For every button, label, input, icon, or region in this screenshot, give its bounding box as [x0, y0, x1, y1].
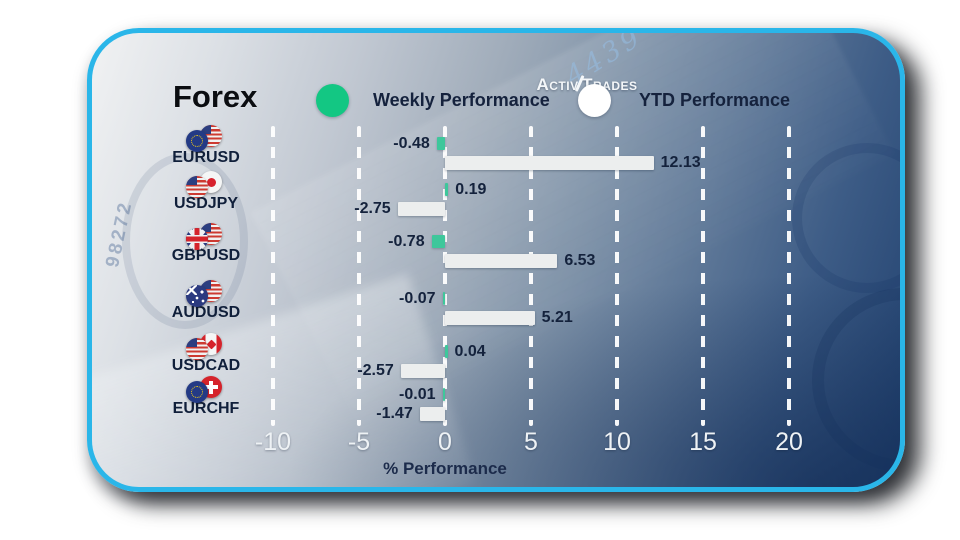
decor-portrait-oval: [122, 153, 248, 329]
legend-weekly-label: Weekly Performance: [373, 90, 550, 110]
logo-text-left: Activ: [536, 75, 579, 94]
decor-serial-number: 98272: [102, 198, 137, 270]
activtrades-logo: Activ Trades: [502, 73, 672, 95]
decor-bill-ring: [792, 143, 900, 293]
decor-bill-ring: [812, 288, 900, 472]
chart-card: 98272 4439 Activ Trades Forex Weekly Perf…: [87, 28, 905, 492]
legend-ytd-dot-icon: [578, 84, 611, 117]
legend-ytd-label: YTD Performance: [639, 90, 791, 110]
legend-weekly-dot-icon: [316, 84, 349, 117]
chart-title: Forex: [173, 79, 258, 114]
x-axis-title: % Performance: [383, 459, 507, 478]
